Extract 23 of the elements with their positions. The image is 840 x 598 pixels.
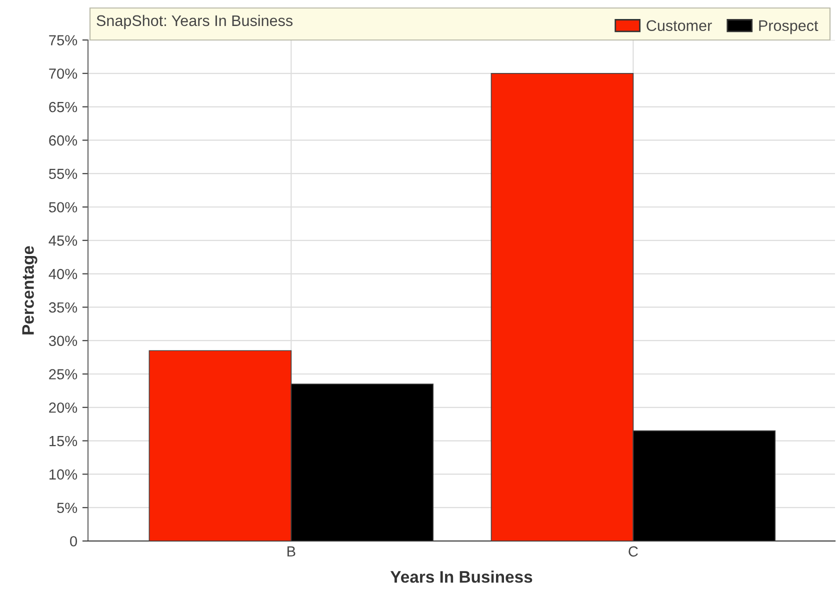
x-tick-label: C (628, 546, 638, 557)
y-axis-title: Percentage (22, 246, 38, 334)
y-tick-label: 0 (70, 536, 78, 546)
legend-label: Prospect (759, 20, 818, 34)
y-tick-label: 20% (49, 402, 78, 413)
x-axis-title: Years In Business (390, 570, 532, 583)
x-tick-label: B (288, 546, 296, 556)
legend-label: Customer (646, 20, 712, 32)
y-tick-label: 60% (49, 135, 78, 146)
y-tick-label: 40% (48, 268, 78, 280)
y-tick-label: 10% (50, 469, 78, 480)
y-tick-label: 75% (49, 35, 78, 46)
y-tick-label: 5% (57, 502, 78, 514)
y-tick-label: 50% (48, 202, 78, 212)
chart-title: SnapShot: Years In Business (96, 14, 293, 30)
y-tick-label: 35% (48, 302, 78, 313)
y-tick-label: 15% (50, 436, 78, 446)
y-tick-label: 30% (48, 336, 78, 346)
y-tick-label: 65% (49, 102, 78, 112)
y-tick-label: 45% (48, 236, 78, 246)
y-tick-label: 55% (48, 168, 78, 180)
y-tick-label: 25% (49, 369, 78, 380)
y-tick-label: 70% (49, 68, 78, 79)
